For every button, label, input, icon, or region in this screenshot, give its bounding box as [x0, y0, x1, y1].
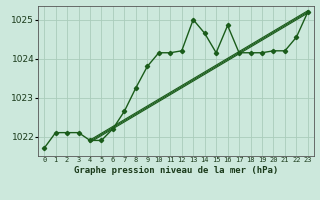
- X-axis label: Graphe pression niveau de la mer (hPa): Graphe pression niveau de la mer (hPa): [74, 166, 278, 175]
